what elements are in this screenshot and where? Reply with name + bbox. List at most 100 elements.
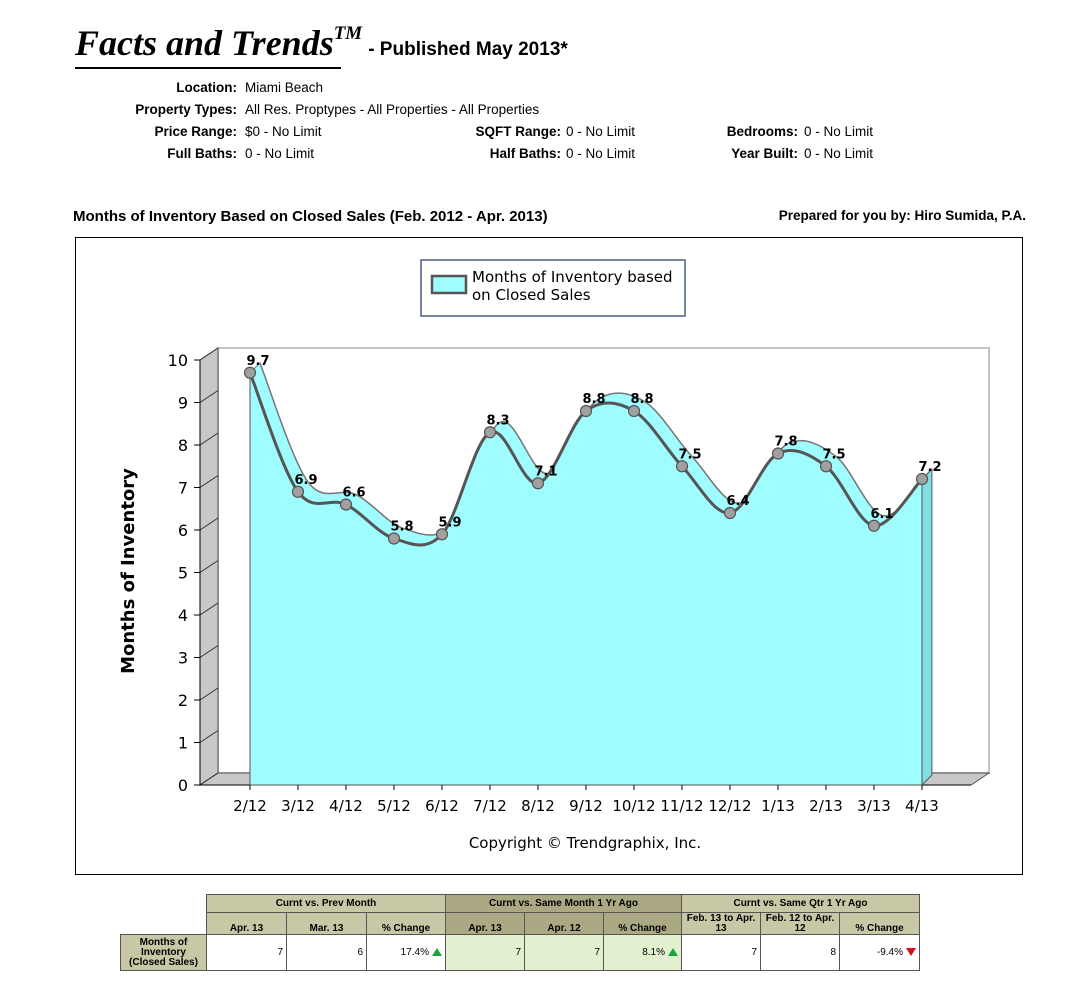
y-tick-label: 8	[178, 436, 188, 455]
copyright-text: Copyright © Trendgraphix, Inc.	[469, 834, 701, 852]
inventory-chart: 0 1 2 3 4 5 6 7 8 9 10 9.7 2/12 6.9 3/12 6.6 4/12 5.8 5/12…	[118, 259, 991, 852]
value-feb13-apr13: 7	[681, 934, 761, 971]
x-tick-label: 6/12	[425, 797, 459, 815]
col-feb12-apr12: Feb. 12 to Apr. 12	[760, 912, 840, 935]
data-point	[819, 460, 833, 473]
y-gridline-slant	[199, 475, 219, 488]
data-label: 8.8	[630, 392, 653, 407]
data-label: 7.2	[918, 460, 941, 475]
y-tick-label: 4	[178, 606, 188, 625]
filter-label-year-built: Year Built:	[731, 146, 798, 161]
x-tick-label: 2/12	[233, 797, 267, 815]
value-apr13: 7	[206, 934, 287, 971]
y-tick-label: 0	[178, 776, 188, 795]
x-tick-label: 5/12	[377, 797, 411, 815]
brand-name: Facts and Trends	[75, 23, 334, 63]
area-end-cap	[921, 467, 933, 787]
data-point	[243, 366, 257, 379]
y-tick-label: 3	[178, 649, 188, 668]
filter-label-location: Location:	[176, 80, 237, 95]
data-label: 7.1	[534, 464, 557, 479]
data-point	[291, 485, 305, 498]
filter-value-location: Miami Beach	[245, 80, 324, 95]
y-gridline-slant	[199, 560, 219, 573]
x-tick-label: 9/12	[569, 797, 603, 815]
filter-label-property-types: Property Types:	[135, 102, 237, 117]
x-tick-label: 12/12	[708, 797, 751, 815]
filter-label-full-baths: Full Baths:	[167, 146, 237, 161]
data-label: 9.7	[246, 354, 269, 369]
data-label: 6.4	[726, 494, 749, 509]
data-point	[483, 426, 497, 439]
y-gridline-slant	[199, 772, 219, 786]
data-point	[531, 477, 545, 490]
y-gridline-slant	[199, 730, 219, 743]
filter-value-price-range: $0 - No Limit	[245, 124, 322, 139]
data-label: 7.8	[774, 435, 797, 450]
y-tick-label: 1	[178, 734, 188, 753]
value-apr12: 7	[524, 934, 604, 971]
y-axis-label: Months of Inventory	[118, 468, 139, 674]
data-label: 8.8	[582, 392, 605, 407]
col-pct-change-2: % Change	[603, 912, 682, 935]
filter-label-price-range: Price Range:	[154, 124, 237, 139]
x-tick-label: 10/12	[612, 797, 655, 815]
chart-title: Months of Inventory Based on Closed Sale…	[73, 208, 548, 225]
value-pct-change-2: 8.1%	[603, 934, 682, 971]
y-gridline-slant	[199, 347, 219, 361]
x-tick-label: 3/12	[281, 797, 315, 815]
x-tick-label: 1/13	[761, 797, 795, 815]
group-same-month: Curnt vs. Same Month 1 Yr Ago	[445, 894, 682, 913]
legend-label: on Closed Sales	[472, 286, 591, 304]
y-tick-label: 6	[178, 521, 188, 540]
published-date: - Published May 2013*	[368, 39, 568, 60]
legend-swatch	[430, 274, 468, 295]
data-label: 6.6	[342, 486, 365, 501]
prepared-by: Prepared for you by: Hiro Sumida, P.A.	[778, 208, 1026, 223]
x-tick-label: 4/12	[329, 797, 363, 815]
data-point	[723, 506, 737, 520]
data-point	[627, 404, 641, 418]
col-pct-change-3: % Change	[839, 912, 920, 935]
trend-up-icon	[432, 948, 442, 956]
pct-change-3-text: -9.4%	[876, 947, 903, 958]
value-pct-change-3: -9.4%	[839, 934, 920, 971]
data-point	[339, 498, 353, 511]
y-gridline-slant	[199, 645, 219, 658]
chart-frame: 0 1 2 3 4 5 6 7 8 9 10 9.7 2/12 6.9 3/12 6.6 4/12 5.8 5/12…	[75, 237, 1023, 875]
trademark: TM	[333, 23, 363, 44]
value-feb12-apr12: 8	[760, 934, 840, 971]
col-feb13-apr13: Feb. 13 to Apr. 13	[681, 912, 761, 935]
table-corner	[120, 894, 207, 913]
filter-label-half-baths: Half Baths:	[489, 146, 561, 161]
y-gridline-slant	[199, 517, 219, 531]
pct-change-2-text: 8.1%	[642, 947, 665, 958]
y-gridline-slant	[199, 687, 219, 701]
report-title: Facts and TrendsTM- Published May 2013*	[75, 22, 568, 64]
data-point	[915, 472, 929, 486]
x-tick-label: 3/13	[857, 797, 891, 815]
filter-value-full-baths: 0 - No Limit	[245, 146, 315, 161]
data-label: 7.5	[678, 447, 701, 462]
data-point	[675, 460, 689, 473]
data-label: 5.9	[438, 515, 461, 530]
col-apr13-b: Apr. 13	[445, 912, 525, 935]
trend-down-icon	[906, 948, 916, 956]
y-gridline-slant	[199, 390, 219, 403]
x-tick-label: 8/12	[521, 797, 555, 815]
data-point	[867, 519, 881, 532]
col-pct-change-1: % Change	[366, 912, 446, 935]
data-point	[771, 447, 785, 460]
table-corner-2	[120, 912, 207, 935]
data-point	[387, 532, 401, 545]
data-label: 8.3	[486, 413, 509, 428]
y-gridline-slant	[199, 432, 219, 446]
filter-value-half-baths: 0 - No Limit	[566, 146, 636, 161]
y-gridline-slant	[199, 602, 219, 616]
col-apr13: Apr. 13	[206, 912, 287, 935]
value-apr13-b: 7	[445, 934, 525, 971]
title-underline	[75, 67, 341, 69]
group-prev-month: Curnt vs. Prev Month	[206, 894, 446, 913]
summary-table: Curnt vs. Prev Month Curnt vs. Same Mont…	[120, 894, 920, 971]
data-label: 5.8	[390, 520, 413, 535]
